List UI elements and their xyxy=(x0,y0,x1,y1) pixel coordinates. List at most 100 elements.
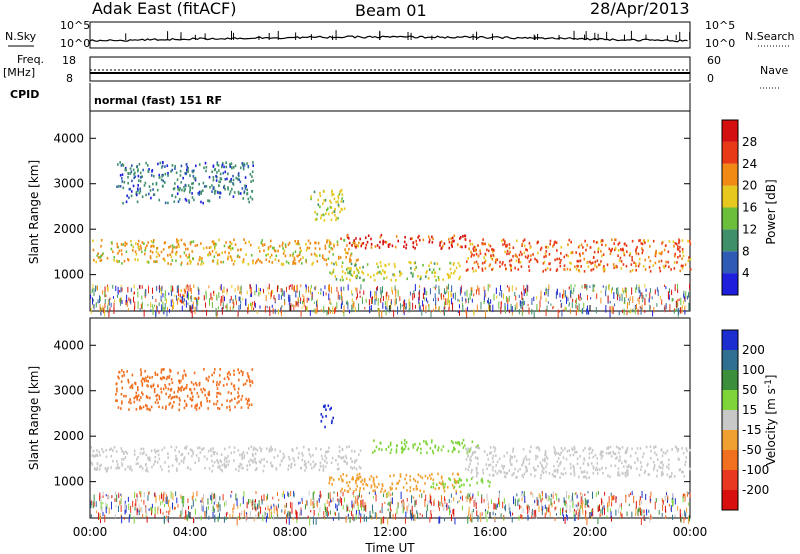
data-cell xyxy=(325,241,328,244)
data-cell xyxy=(167,387,170,391)
data-cell xyxy=(162,173,164,177)
noise-cell xyxy=(381,506,383,514)
data-cell xyxy=(238,255,241,259)
data-cell xyxy=(522,459,525,462)
noise-cell xyxy=(522,301,524,306)
noise-cell xyxy=(268,508,270,512)
data-cell xyxy=(268,260,271,263)
data-cell xyxy=(447,276,450,279)
data-cell xyxy=(202,447,205,451)
noise-cell xyxy=(434,287,436,290)
noise-cell xyxy=(174,506,176,510)
noise-cell xyxy=(188,510,190,519)
noise-cell xyxy=(621,513,623,519)
data-cell xyxy=(174,182,176,185)
data-cell xyxy=(118,249,121,253)
data-cell xyxy=(187,466,189,469)
velocity-colorbar-label-suffix: ] xyxy=(764,375,778,380)
data-cell xyxy=(317,198,320,202)
data-cell xyxy=(133,400,136,404)
noise-cell xyxy=(305,284,307,288)
data-cell xyxy=(362,279,364,282)
noise-cell xyxy=(504,504,506,512)
noise-cell xyxy=(240,291,242,295)
data-cell xyxy=(153,390,156,394)
data-cell xyxy=(241,454,243,458)
data-cell xyxy=(222,260,225,264)
data-cell xyxy=(282,456,285,460)
noise-cell xyxy=(406,510,408,514)
data-cell xyxy=(535,454,537,458)
data-cell xyxy=(119,161,121,164)
noise-cell xyxy=(521,310,523,317)
data-cell xyxy=(190,398,193,402)
noise-cell xyxy=(550,303,552,306)
data-cell xyxy=(422,263,424,267)
data-cell xyxy=(330,201,332,204)
data-cell xyxy=(481,242,483,245)
noise-cell xyxy=(662,504,664,511)
data-cell xyxy=(653,446,655,449)
data-cell xyxy=(135,457,138,461)
data-cell xyxy=(164,172,167,176)
data-cell xyxy=(583,270,586,273)
data-cell xyxy=(201,448,203,451)
data-cell xyxy=(332,270,334,274)
data-cell xyxy=(681,247,684,251)
data-cell xyxy=(322,469,325,473)
noise-cell xyxy=(408,503,410,508)
data-cell xyxy=(355,478,358,482)
noise-cell xyxy=(137,291,139,298)
data-cell xyxy=(451,236,454,240)
data-cell xyxy=(424,275,427,278)
data-cell xyxy=(492,460,494,464)
noise-cell xyxy=(150,309,152,313)
data-cell xyxy=(130,170,133,174)
data-cell xyxy=(298,259,300,263)
data-cell xyxy=(146,404,148,408)
data-cell xyxy=(681,250,684,254)
noise-cell xyxy=(581,284,583,289)
power-ylabel: Slant Range [km] xyxy=(27,160,41,264)
noise-cell xyxy=(137,288,139,291)
data-cell xyxy=(618,259,621,262)
data-cell xyxy=(522,447,525,451)
data-cell xyxy=(573,471,576,475)
data-cell xyxy=(252,261,254,265)
data-cell xyxy=(208,467,211,470)
noise-cell xyxy=(274,298,276,302)
noise-cell xyxy=(168,292,170,296)
noise-cell xyxy=(253,301,255,307)
data-cell xyxy=(355,246,357,249)
data-cell xyxy=(188,255,191,259)
data-cell xyxy=(238,378,240,382)
data-cell xyxy=(208,199,211,203)
data-cell xyxy=(130,243,133,247)
noise-cell xyxy=(454,517,456,525)
data-cell xyxy=(493,449,496,453)
data-cell xyxy=(185,163,188,166)
data-cell xyxy=(489,244,492,248)
noise-cell xyxy=(219,285,221,290)
data-cell xyxy=(328,478,331,482)
data-cell xyxy=(364,478,366,481)
data-cell xyxy=(248,375,250,379)
data-cell xyxy=(353,239,355,242)
noise-cell xyxy=(117,505,119,512)
noise-cell xyxy=(118,298,120,303)
noise-cell xyxy=(340,293,342,301)
data-cell xyxy=(167,174,169,177)
noise-cell xyxy=(669,304,671,313)
noise-cell xyxy=(300,509,302,516)
noise-cell xyxy=(239,303,241,310)
noise-cell xyxy=(422,300,424,307)
data-cell xyxy=(238,400,240,403)
data-cell xyxy=(380,233,383,237)
noise-cell xyxy=(127,308,129,312)
data-cell xyxy=(443,242,446,245)
noise-cell xyxy=(141,295,143,300)
data-cell xyxy=(319,461,322,465)
noise-cell xyxy=(564,499,566,506)
data-cell xyxy=(178,462,181,466)
data-cell xyxy=(196,392,199,395)
